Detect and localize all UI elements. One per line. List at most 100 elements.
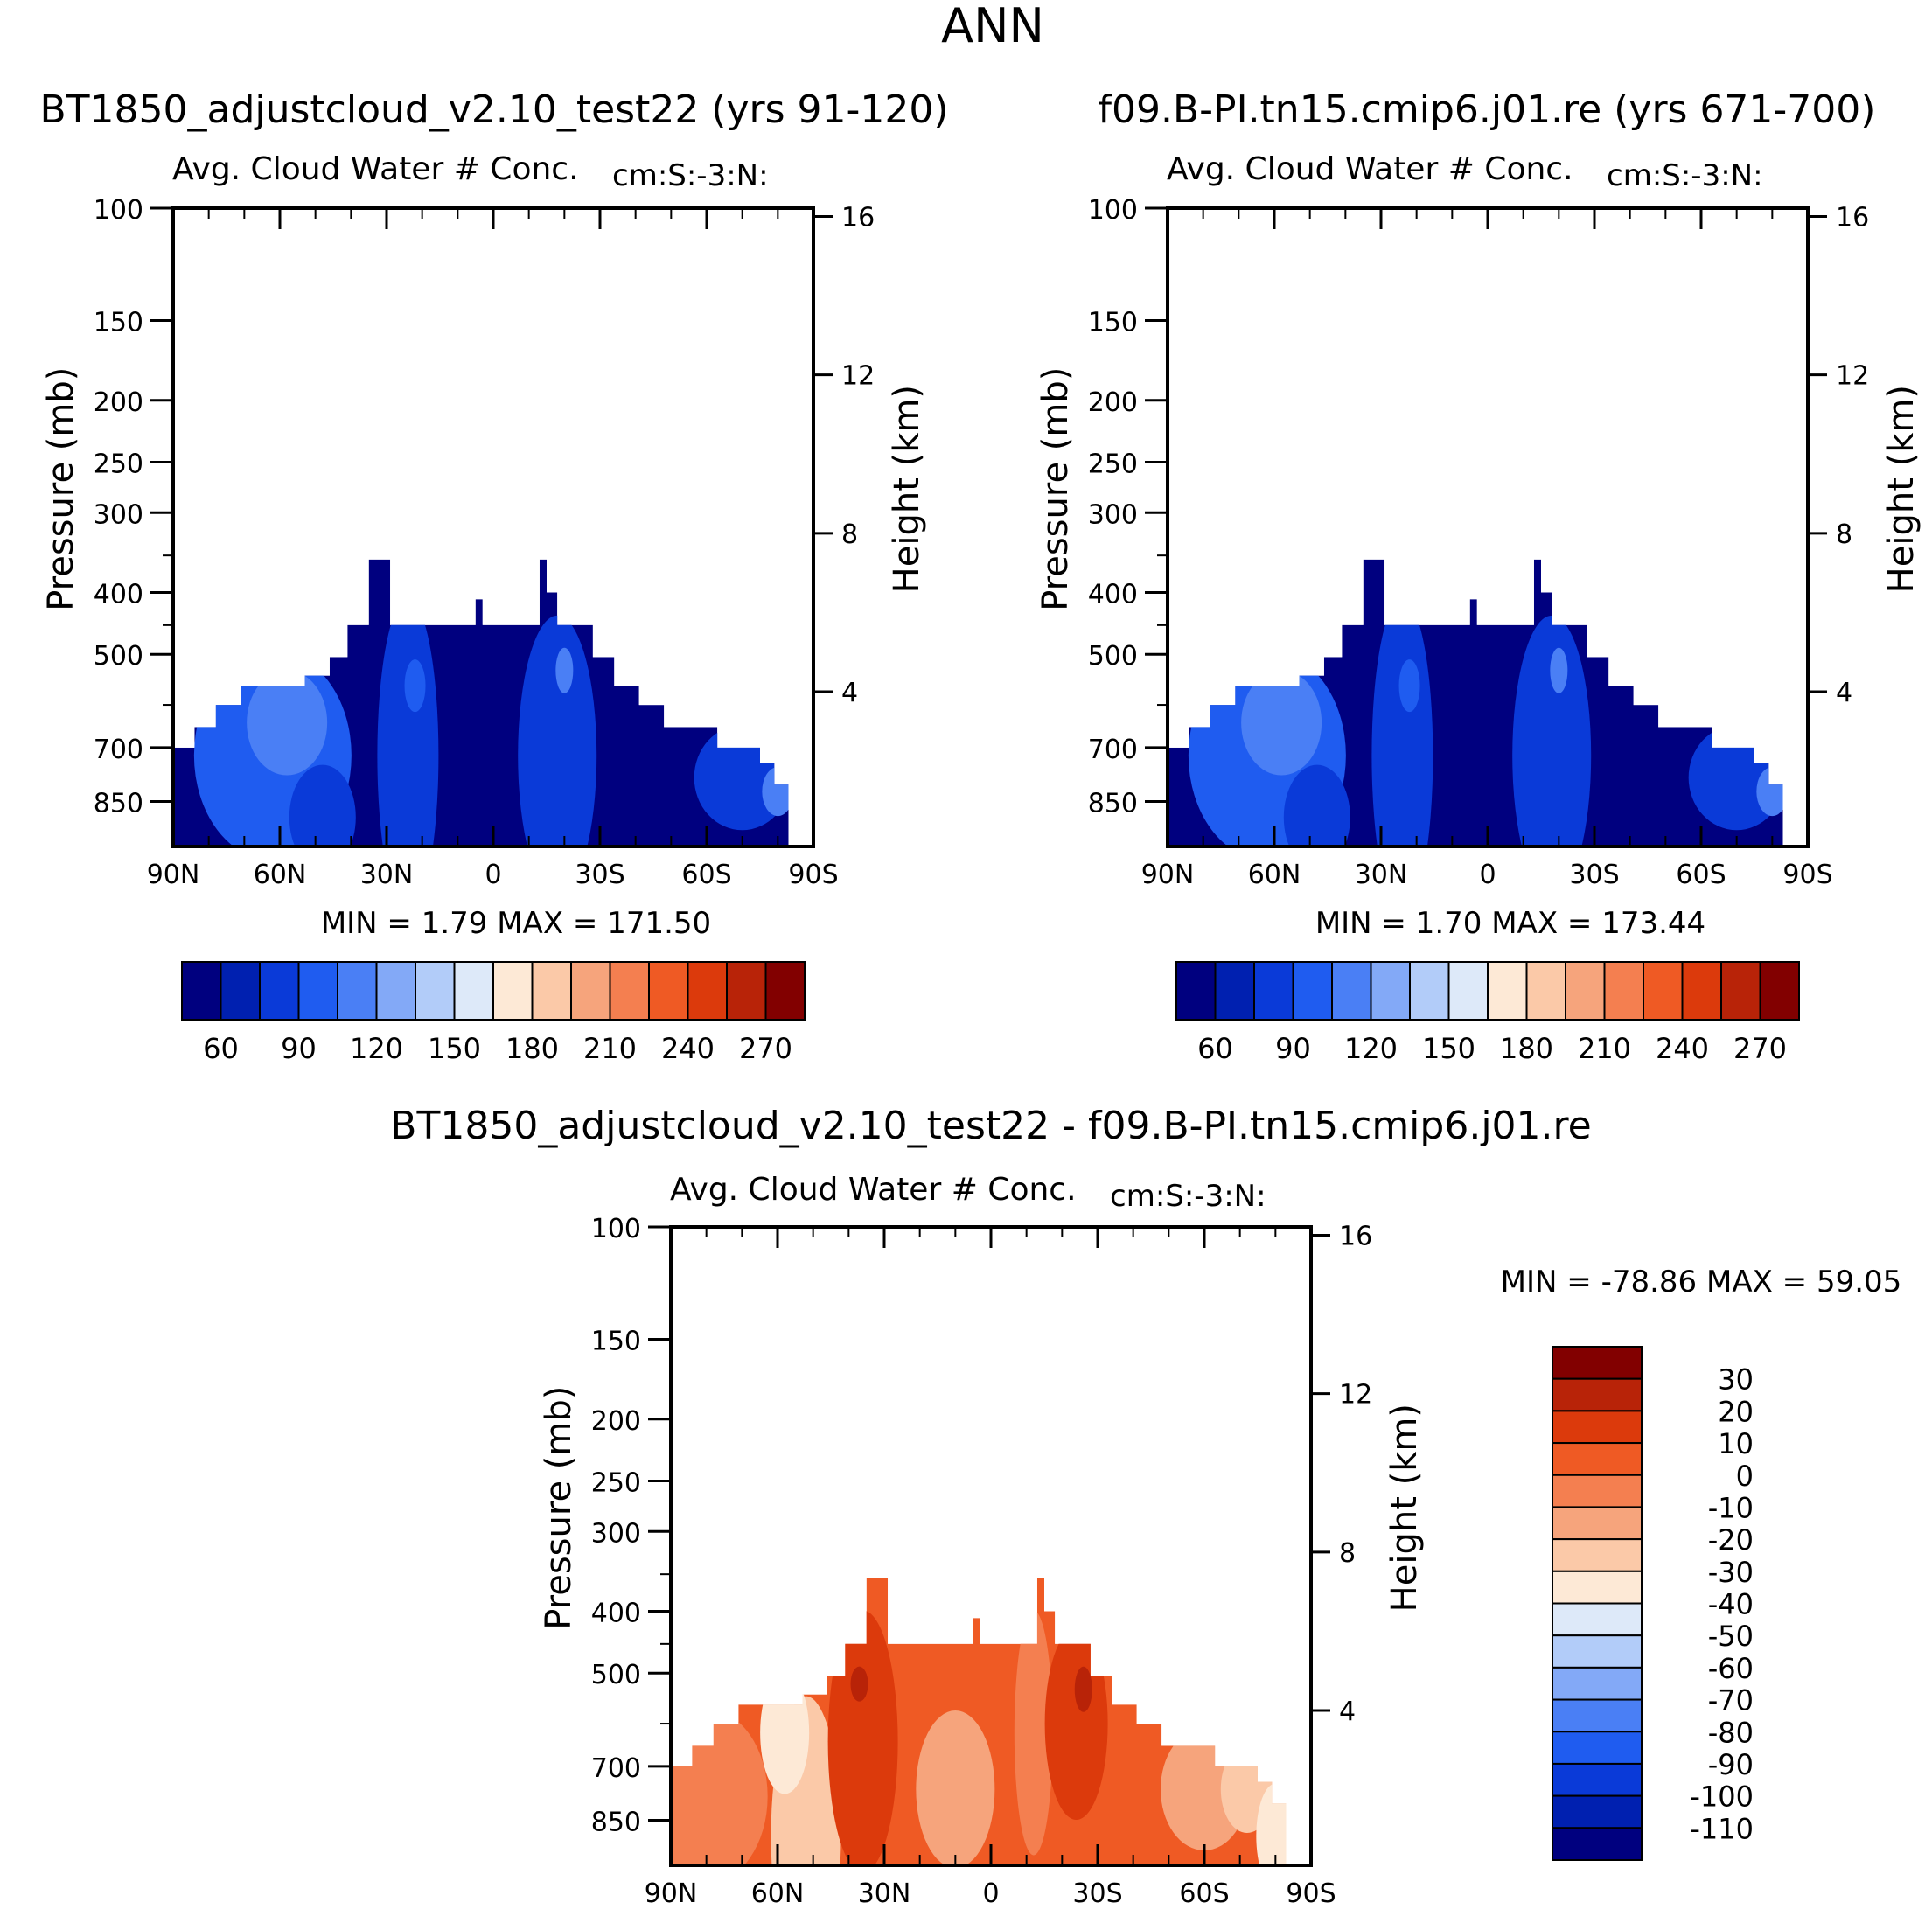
y2-tick-label: 12 bbox=[1339, 1380, 1372, 1411]
x-tick-label: 0 bbox=[1479, 860, 1496, 890]
colorbar-swatch bbox=[1552, 1666, 1643, 1701]
colorbar-swatch bbox=[648, 961, 689, 1021]
x-tick-label: 30S bbox=[1569, 860, 1619, 890]
y2-tick-label: 12 bbox=[841, 361, 875, 392]
colorbar-swatch bbox=[1331, 961, 1372, 1021]
y2-tick-label: 16 bbox=[1836, 203, 1869, 233]
colorbar-swatch bbox=[1292, 961, 1333, 1021]
y2-tick-label: 16 bbox=[1339, 1222, 1372, 1252]
contour-region bbox=[827, 1610, 898, 1865]
colorbar-swatch bbox=[1370, 961, 1411, 1021]
colorbar-swatch bbox=[1253, 961, 1294, 1021]
colorbar-swatch bbox=[1214, 961, 1255, 1021]
colorbar-swatch bbox=[726, 961, 767, 1021]
y2-tick-label: 8 bbox=[841, 519, 858, 550]
colorbar-label: 20 bbox=[1718, 1395, 1754, 1428]
panels: BT1850_adjustcloud_v2.10_test22 (yrs 91-… bbox=[39, 87, 1922, 1909]
colorbar-swatch bbox=[1643, 961, 1684, 1021]
panel-subtitle-left: Avg. Cloud Water # Conc. bbox=[172, 151, 579, 187]
y-tick-label: 100 bbox=[591, 1214, 641, 1244]
y2-tick-label: 4 bbox=[1836, 678, 1852, 708]
x-tick-label: 60N bbox=[751, 1878, 805, 1909]
colorbar-label: -100 bbox=[1690, 1780, 1754, 1814]
panel-subtitle-left: Avg. Cloud Water # Conc. bbox=[1167, 151, 1573, 187]
colorbar-swatch bbox=[1552, 1794, 1643, 1829]
colorbar-swatch bbox=[492, 961, 534, 1021]
y-tick-label: 700 bbox=[1088, 735, 1138, 765]
min-max-stats: MIN = 1.79 MAX = 171.50 bbox=[321, 906, 711, 941]
contour-region bbox=[404, 659, 426, 713]
colorbar-swatch bbox=[1552, 1474, 1643, 1508]
contour-region bbox=[1756, 767, 1783, 817]
colorbar-swatch bbox=[1552, 1442, 1643, 1476]
y-tick-label: 100 bbox=[1088, 195, 1138, 226]
colorbar-swatch bbox=[1552, 1538, 1643, 1572]
x-tick-label: 0 bbox=[485, 860, 501, 890]
y-tick-label: 500 bbox=[591, 1660, 641, 1690]
colorbar-swatch bbox=[415, 961, 456, 1021]
x-tick-label: 60S bbox=[1179, 1878, 1229, 1909]
colorbar-swatch bbox=[531, 961, 572, 1021]
y-tick-label: 250 bbox=[1088, 449, 1138, 479]
colorbar-swatch bbox=[570, 961, 611, 1021]
x-tick-label: 60N bbox=[1248, 860, 1301, 890]
colorbar-swatch bbox=[609, 961, 650, 1021]
colorbar-swatch bbox=[181, 961, 222, 1021]
colorbar-swatch bbox=[1552, 1602, 1643, 1637]
colorbar-swatch bbox=[1552, 1827, 1643, 1861]
contour-region bbox=[1550, 647, 1568, 693]
colorbar-label: -40 bbox=[1708, 1588, 1754, 1621]
x-tick-label: 60S bbox=[681, 860, 731, 890]
y2-tick-label: 8 bbox=[1339, 1538, 1356, 1569]
panel-diff: BT1850_adjustcloud_v2.10_test22 - f09.B-… bbox=[390, 1104, 1902, 1909]
y-tick-label: 200 bbox=[94, 387, 143, 418]
panel-title: f09.B-PI.tn15.cmip6.j01.re (yrs 671-700) bbox=[1099, 87, 1876, 132]
y-tick-label: 250 bbox=[94, 449, 143, 479]
y-tick-label: 250 bbox=[591, 1467, 641, 1498]
y2-tick-label: 4 bbox=[841, 678, 858, 708]
panel-case1: BT1850_adjustcloud_v2.10_test22 (yrs 91-… bbox=[39, 87, 948, 1065]
colorbar-swatch bbox=[1552, 1506, 1643, 1541]
y-tick-label: 150 bbox=[591, 1327, 641, 1357]
y-tick-label: 400 bbox=[94, 580, 143, 610]
colorbar-label: 240 bbox=[1656, 1032, 1709, 1065]
y-tick-label: 700 bbox=[591, 1753, 641, 1784]
panel-subtitle-right: cm:S:-3:N: bbox=[1607, 158, 1763, 193]
y-tick-label: 850 bbox=[94, 788, 143, 819]
colorbar-swatch bbox=[1487, 961, 1528, 1021]
colorbar-swatch bbox=[1565, 961, 1606, 1021]
colorbar-label: 10 bbox=[1718, 1427, 1754, 1460]
x-tick-label: 30S bbox=[1072, 1878, 1122, 1909]
y-tick-label: 300 bbox=[591, 1518, 641, 1549]
y2-tick-label: 12 bbox=[1836, 361, 1869, 392]
colorbar-label: 120 bbox=[1344, 1032, 1398, 1065]
x-tick-label: 90S bbox=[788, 860, 838, 890]
colorbar: 60 90 120 150 180 210 240 270 bbox=[1175, 961, 1800, 1065]
contour-region bbox=[762, 767, 789, 817]
colorbar-swatch bbox=[1552, 1410, 1643, 1445]
colorbar-label: 210 bbox=[1578, 1032, 1631, 1065]
colorbar-swatch bbox=[453, 961, 494, 1021]
colorbar-swatch bbox=[1552, 1698, 1643, 1733]
contour-region bbox=[1512, 615, 1592, 847]
colorbar-label: 0 bbox=[1736, 1460, 1754, 1493]
contour-region bbox=[555, 647, 574, 693]
colorbar-swatch bbox=[1759, 961, 1800, 1021]
colorbar-label: -60 bbox=[1708, 1652, 1754, 1685]
colorbar-label: 240 bbox=[661, 1032, 715, 1065]
colorbar-label: 180 bbox=[1500, 1032, 1553, 1065]
x-tick-label: 60S bbox=[1676, 860, 1726, 890]
colorbar-swatch bbox=[375, 961, 416, 1021]
contour-region bbox=[1256, 1783, 1287, 1865]
colorbar-swatch bbox=[1681, 961, 1722, 1021]
colorbar-label: 90 bbox=[1275, 1032, 1311, 1065]
colorbar: 60 90 120 150 180 210 240 270 bbox=[181, 961, 806, 1065]
x-tick-label: 90S bbox=[1286, 1878, 1336, 1909]
colorbar-label: -110 bbox=[1690, 1812, 1754, 1845]
y-tick-label: 400 bbox=[1088, 580, 1138, 610]
min-max-stats: MIN = -78.86 MAX = 59.05 bbox=[1501, 1265, 1902, 1299]
y2-axis-label: Height (km) bbox=[1384, 1404, 1425, 1612]
colorbar-swatch bbox=[1720, 961, 1761, 1021]
colorbar-label: 210 bbox=[583, 1032, 637, 1065]
